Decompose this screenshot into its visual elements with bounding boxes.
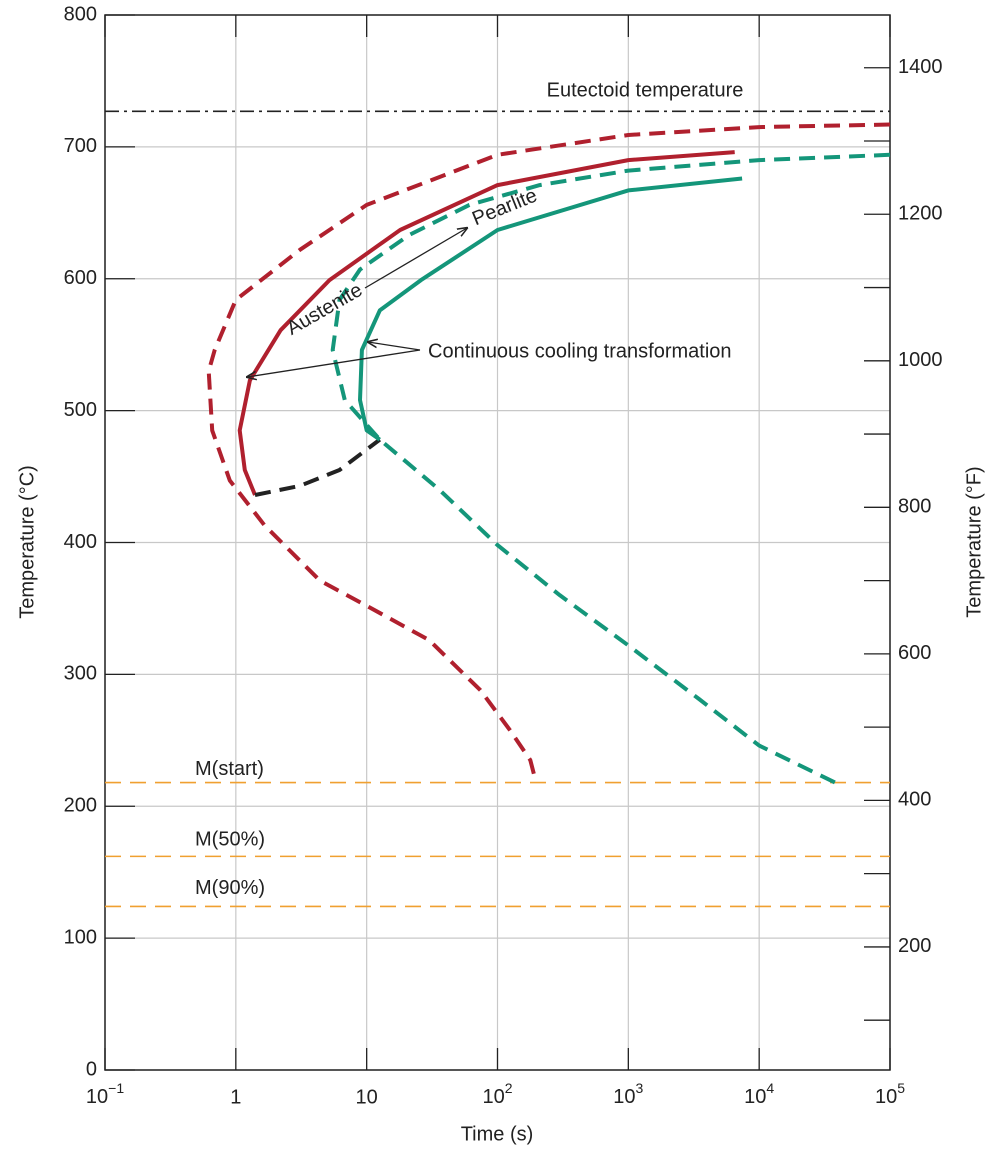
y2-tick-label: 1400 xyxy=(898,56,943,78)
x-tick-exponent: 3 xyxy=(636,1080,644,1096)
x-tick-base: 10 xyxy=(482,1086,504,1108)
curve xyxy=(237,150,735,496)
reference-label: M(start) xyxy=(195,758,264,780)
y2-tick-label: 800 xyxy=(898,496,931,518)
x-tick-label: 10 xyxy=(356,1086,378,1108)
y2-tick-label: 600 xyxy=(898,642,931,664)
x-tick-exponent: 5 xyxy=(897,1080,905,1096)
y-tick-label: 200 xyxy=(64,795,97,817)
annotation: Continuous cooling transformation xyxy=(428,340,732,362)
y-tick-label: 600 xyxy=(64,267,97,289)
y-axis-label: Temperature (°C) xyxy=(16,465,38,619)
annotation: Austenite xyxy=(283,279,366,340)
reference-label: M(90%) xyxy=(195,877,265,899)
curve xyxy=(330,152,891,785)
x-tick-base: 10 xyxy=(744,1086,766,1108)
x-tick-label: 105 xyxy=(875,1080,905,1109)
y2-axis-label: Temperature (°F) xyxy=(963,466,985,617)
curve xyxy=(358,176,743,442)
arrow xyxy=(247,349,421,377)
y-tick-label: 800 xyxy=(64,3,97,25)
x-tick-exponent: −1 xyxy=(108,1080,124,1096)
x-tick-label: 103 xyxy=(613,1080,643,1109)
x-tick-base: 10 xyxy=(86,1086,108,1108)
x-tick-label: 1 xyxy=(230,1086,241,1108)
y-tick-label: 100 xyxy=(64,926,97,948)
y-tick-label: 300 xyxy=(64,663,97,685)
y-tick-label: 400 xyxy=(64,531,97,553)
x-tick-base: 10 xyxy=(875,1086,897,1108)
y2-tick-label: 1200 xyxy=(898,203,943,225)
y-tick-label: 0 xyxy=(86,1058,97,1080)
marks xyxy=(105,110,891,908)
x-tick-exponent: 2 xyxy=(505,1080,513,1096)
reference-label: Eutectoid temperature xyxy=(547,80,744,102)
y-tick-label: 500 xyxy=(64,399,97,421)
x-tick-exponent: 4 xyxy=(766,1080,774,1096)
reference-label: M(50%) xyxy=(195,829,265,851)
arrow xyxy=(368,342,421,351)
x-tick-label: 104 xyxy=(744,1080,774,1109)
y-tick-label: 700 xyxy=(64,135,97,157)
x-tick-label: 10−1 xyxy=(86,1080,124,1109)
curve xyxy=(206,122,891,781)
x-axis-label: Time (s) xyxy=(461,1123,534,1145)
x-tick-label: 102 xyxy=(482,1080,512,1109)
x-tick-base: 10 xyxy=(613,1086,635,1108)
arrow xyxy=(364,228,467,289)
y2-tick-label: 200 xyxy=(898,935,931,957)
y2-tick-label: 400 xyxy=(898,789,931,811)
y2-tick-label: 1000 xyxy=(898,349,943,371)
curve xyxy=(254,438,382,497)
